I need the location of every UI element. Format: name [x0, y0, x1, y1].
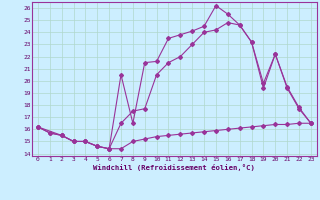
X-axis label: Windchill (Refroidissement éolien,°C): Windchill (Refroidissement éolien,°C): [93, 164, 255, 171]
